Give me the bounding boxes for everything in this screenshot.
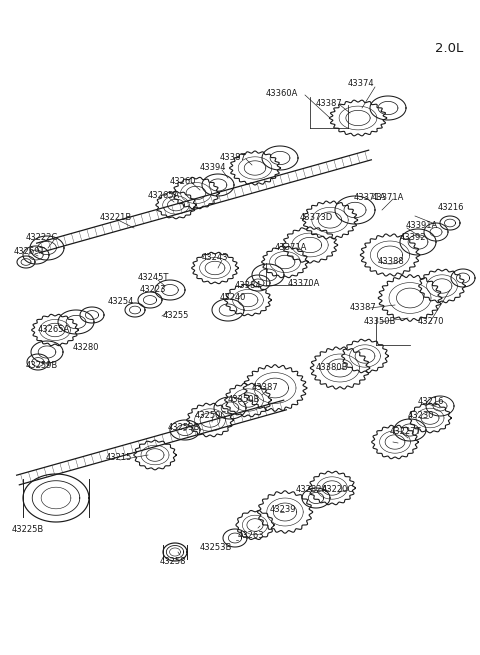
Text: 43360A: 43360A [266,88,299,98]
Text: 43223: 43223 [140,286,167,295]
Text: 43388: 43388 [378,257,405,267]
Text: 43245T: 43245T [138,274,169,282]
Text: 43387: 43387 [252,383,279,392]
Text: 43387: 43387 [220,153,247,162]
Text: 43371A: 43371A [372,193,404,202]
Text: 43243: 43243 [202,253,228,263]
Text: 43221B: 43221B [100,214,132,223]
Text: 43253B: 43253B [168,424,200,432]
Text: 43282A: 43282A [296,485,328,495]
Text: 43384: 43384 [235,280,262,290]
Text: 43254: 43254 [108,297,134,307]
Text: 43227T: 43227T [390,428,421,436]
Text: 43265A: 43265A [38,326,70,335]
Text: 43253B: 43253B [200,544,232,553]
Text: 43280: 43280 [73,343,99,352]
Text: 43250C: 43250C [195,411,227,419]
Text: 43350B: 43350B [364,318,396,326]
Text: 43391A: 43391A [406,221,438,229]
Text: 43259B: 43259B [26,362,58,371]
Text: 43270: 43270 [418,318,444,326]
Text: 43387: 43387 [316,98,343,107]
Text: 43239: 43239 [270,506,297,514]
Text: 43216: 43216 [438,204,465,212]
Text: 43225B: 43225B [12,525,44,534]
Text: 43215: 43215 [106,453,132,462]
Text: 43265A: 43265A [148,191,180,200]
Text: 43222C: 43222C [26,233,58,242]
Text: 43258: 43258 [160,557,187,567]
Text: 43216: 43216 [418,398,444,407]
Text: 43230: 43230 [408,411,434,421]
Text: 43371A: 43371A [354,193,386,202]
Text: 43260: 43260 [170,176,196,185]
Text: 43370A: 43370A [288,280,320,288]
Text: 43392: 43392 [400,233,427,242]
Text: 43263: 43263 [238,531,264,540]
Text: 43387: 43387 [350,303,377,312]
Text: 43373D: 43373D [300,214,333,223]
Text: 43269T: 43269T [14,248,46,257]
Text: 2.0L: 2.0L [435,41,463,54]
Text: 43380B: 43380B [316,364,348,373]
Text: 43240: 43240 [220,293,246,301]
Text: 43394: 43394 [200,164,227,172]
Text: 43374: 43374 [348,79,374,88]
Text: 43255: 43255 [163,310,190,320]
Text: 43220C: 43220C [322,485,354,495]
Text: 43371A: 43371A [275,244,307,252]
Text: 43350B: 43350B [228,396,260,405]
